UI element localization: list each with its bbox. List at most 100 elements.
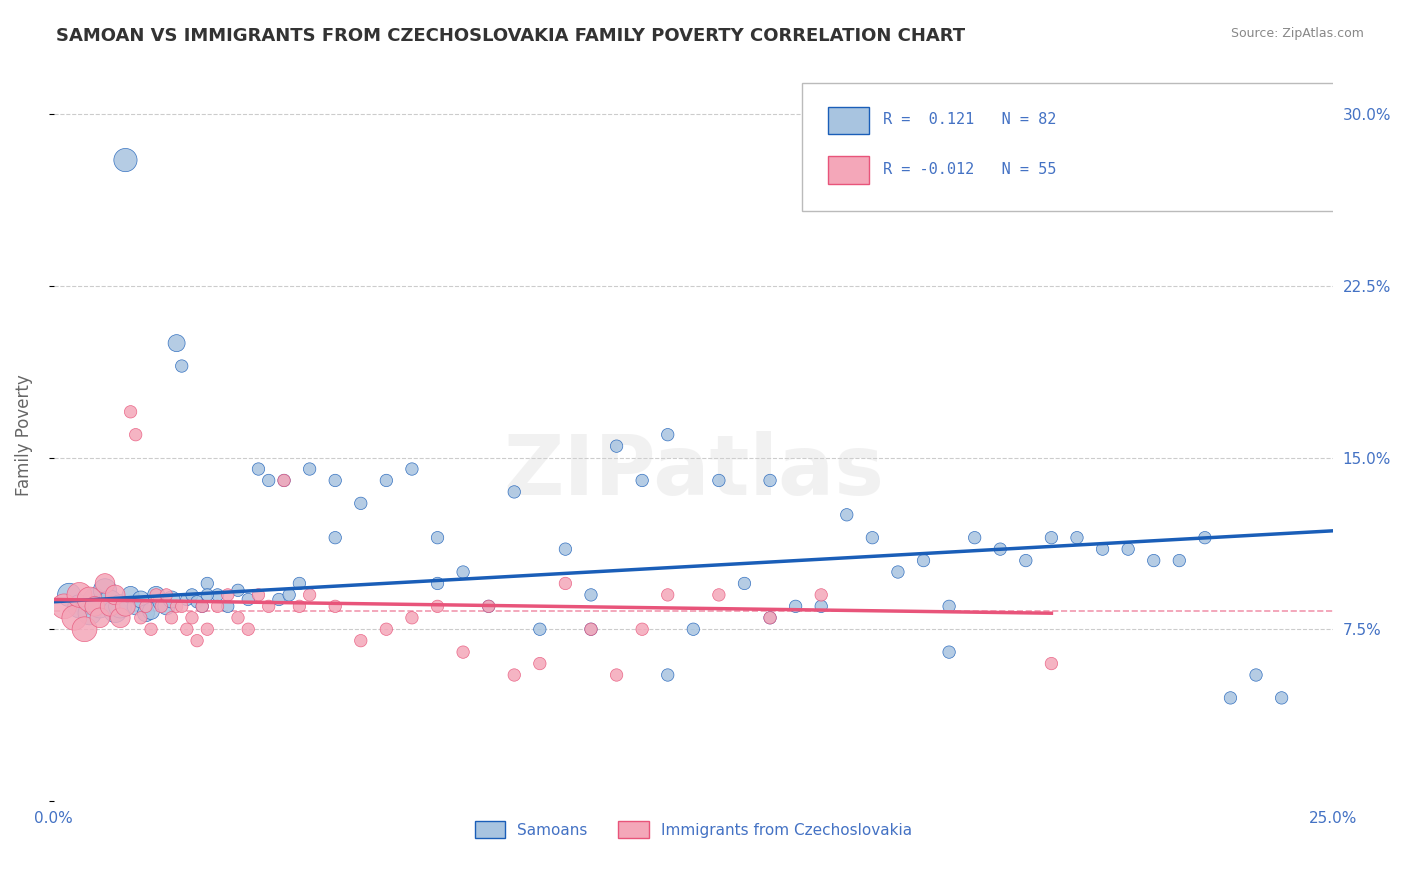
Text: R = -0.012   N = 55: R = -0.012 N = 55 [883, 162, 1056, 178]
Point [58, 588, 80, 602]
Point [83, 592, 105, 607]
Point [120, 588, 142, 602]
Point [273, 474, 295, 488]
Point [554, 542, 576, 557]
Point [63, 611, 86, 625]
Point [67, 588, 90, 602]
Point [247, 462, 270, 476]
Point [166, 336, 188, 351]
Legend: Samoans, Immigrants from Czechoslovakia: Samoans, Immigrants from Czechoslovakia [468, 814, 918, 845]
Point [887, 565, 910, 579]
Point [273, 474, 295, 488]
Point [657, 668, 679, 682]
Point [579, 622, 602, 636]
Point [707, 474, 730, 488]
Point [1040, 531, 1063, 545]
Point [191, 599, 214, 614]
Point [120, 405, 142, 419]
Point [835, 508, 858, 522]
Point [1244, 668, 1267, 682]
Point [503, 484, 526, 499]
Point [176, 592, 198, 607]
Point [1194, 531, 1216, 545]
Point [98, 595, 121, 609]
Text: R =  0.121   N = 82: R = 0.121 N = 82 [883, 112, 1056, 128]
Point [1066, 531, 1088, 545]
Point [238, 592, 260, 607]
FancyBboxPatch shape [801, 83, 1339, 211]
Point [195, 622, 218, 636]
Point [529, 657, 551, 671]
Point [375, 474, 398, 488]
Point [1143, 553, 1166, 567]
Point [323, 474, 346, 488]
Point [79, 606, 101, 620]
Point [110, 611, 132, 625]
Point [166, 599, 188, 614]
Point [963, 531, 986, 545]
Point [267, 592, 290, 607]
Point [145, 588, 167, 602]
Point [579, 588, 602, 602]
Point [529, 622, 551, 636]
Point [83, 599, 105, 614]
Point [176, 622, 198, 636]
Point [759, 611, 782, 625]
Point [278, 588, 301, 602]
Point [67, 599, 90, 614]
Point [938, 599, 960, 614]
Point [129, 592, 152, 607]
Point [217, 588, 239, 602]
Point [401, 462, 423, 476]
Point [554, 576, 576, 591]
Point [988, 542, 1011, 557]
Point [860, 531, 883, 545]
Point [155, 599, 177, 614]
Point [181, 588, 204, 602]
Text: Source: ZipAtlas.com: Source: ZipAtlas.com [1230, 27, 1364, 40]
Point [1040, 657, 1063, 671]
Point [606, 439, 628, 453]
Point [733, 576, 755, 591]
Point [207, 588, 229, 602]
Point [89, 611, 111, 625]
Point [181, 611, 204, 625]
Point [657, 588, 679, 602]
Point [478, 599, 501, 614]
Point [195, 576, 218, 591]
Point [1219, 690, 1241, 705]
Point [160, 592, 183, 607]
Point [451, 565, 474, 579]
Point [226, 611, 249, 625]
Point [682, 622, 704, 636]
Point [79, 592, 101, 607]
FancyBboxPatch shape [828, 107, 869, 135]
Point [110, 599, 132, 614]
Point [579, 622, 602, 636]
Point [478, 599, 501, 614]
Point [631, 474, 654, 488]
Point [226, 583, 249, 598]
Point [350, 496, 373, 510]
Point [89, 599, 111, 614]
Point [160, 611, 183, 625]
Point [938, 645, 960, 659]
Point [94, 576, 117, 591]
Point [257, 474, 280, 488]
Point [135, 606, 157, 620]
Point [631, 622, 654, 636]
Point [350, 633, 373, 648]
Point [104, 588, 127, 602]
Point [288, 576, 311, 591]
Point [1015, 553, 1038, 567]
Text: ZIPatlas: ZIPatlas [503, 431, 884, 512]
Point [707, 588, 730, 602]
Point [217, 599, 239, 614]
Point [114, 153, 136, 167]
Point [1271, 690, 1294, 705]
Point [1116, 542, 1139, 557]
Point [298, 588, 321, 602]
Point [785, 599, 807, 614]
Point [426, 599, 449, 614]
Point [247, 588, 270, 602]
